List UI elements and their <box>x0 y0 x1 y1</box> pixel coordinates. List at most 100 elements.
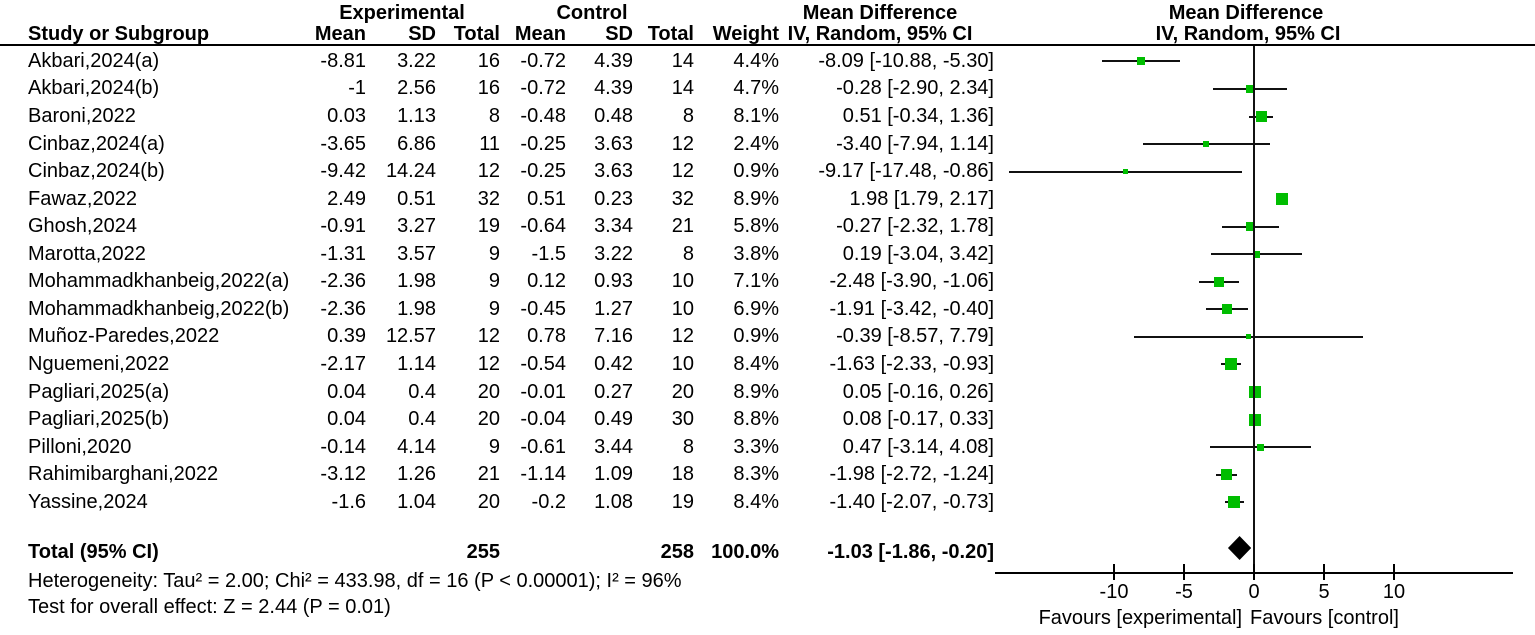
ci-text: 0.19 [-3.04, 3.42] <box>842 242 994 265</box>
mean-experimental: 0.03 <box>327 105 366 127</box>
sd-control: 3.34 <box>594 215 633 238</box>
ci-text: -0.27 [-2.32, 1.78] <box>836 215 994 238</box>
study-name: Muñoz-Paredes,2022 <box>28 325 220 348</box>
weight: 8.1% <box>733 105 779 127</box>
mean-experimental: -1.6 <box>331 490 366 513</box>
effect-square <box>1228 496 1241 509</box>
favours-control-label: Favours [control] <box>1250 607 1399 629</box>
sd-control: 3.63 <box>594 160 633 183</box>
n-experimental: 9 <box>488 435 500 458</box>
study-name: Akbari,2024(a) <box>28 49 160 72</box>
axis-tick-label: -5 <box>1175 581 1193 603</box>
n-experimental: 9 <box>488 270 500 293</box>
n-control: 14 <box>671 77 694 100</box>
n-experimental: 12 <box>477 325 500 348</box>
n-experimental: 21 <box>477 463 500 486</box>
mean-control: -1.14 <box>520 463 566 486</box>
ci-text: 0.51 [-0.34, 1.36] <box>842 105 994 127</box>
study-name: Rahimibarghani,2022 <box>28 463 219 486</box>
study-name: Mohammadkhanbeig,2022(a) <box>28 270 290 293</box>
sd-experimental: 1.13 <box>397 105 436 127</box>
ci-text: -1.40 [-2.07, -0.73] <box>829 490 994 513</box>
sd-experimental: 14.24 <box>385 160 436 183</box>
weight: 8.9% <box>733 380 779 403</box>
n-experimental: 16 <box>477 77 500 100</box>
n-control: 12 <box>671 160 694 183</box>
n-control: 18 <box>671 463 694 486</box>
mean-experimental: -3.65 <box>320 132 366 155</box>
mean-experimental: -2.17 <box>320 352 366 375</box>
ci-text: 1.98 [1.79, 2.17] <box>849 187 994 210</box>
column-header-total-control: Total <box>647 23 694 45</box>
mean-control: -0.45 <box>520 297 566 320</box>
forest-plot-area: -10 -5 0 5 10 Favours [experimental] Favours [… <box>995 46 1513 635</box>
sd-experimental: 0.4 <box>408 408 436 431</box>
weight: 3.3% <box>733 435 779 458</box>
n-experimental: 9 <box>488 242 500 265</box>
study-name: Akbari,2024(b) <box>28 77 160 100</box>
n-experimental: 16 <box>477 49 500 72</box>
study-name: Marotta,2022 <box>28 242 146 265</box>
sd-control: 0.23 <box>594 187 633 210</box>
effect-square <box>1246 334 1252 340</box>
mean-experimental: -3.12 <box>320 463 366 486</box>
effect-square <box>1123 169 1129 175</box>
effect-square <box>1257 443 1265 451</box>
sd-control: 0.27 <box>594 380 633 403</box>
mean-control: -0.72 <box>520 77 566 100</box>
study-name: Pagliari,2025(a) <box>28 380 170 403</box>
column-header-ci-plot: IV, Random, 95% CI <box>1155 23 1341 45</box>
sd-control: 0.49 <box>594 408 633 431</box>
ci-text: -1.63 [-2.33, -0.93] <box>829 352 994 375</box>
column-header-mean-experimental: Mean <box>314 23 366 45</box>
ci-text: -2.48 [-3.90, -1.06] <box>829 270 994 293</box>
mean-control: -0.01 <box>520 380 566 403</box>
study-name: Yassine,2024 <box>28 490 148 513</box>
sd-control: 3.22 <box>594 242 633 265</box>
mean-control: -0.2 <box>531 490 566 513</box>
effect-square <box>1275 193 1288 206</box>
axis-tick-label: 0 <box>1248 581 1260 603</box>
mean-experimental: -8.81 <box>320 49 366 72</box>
total-control-n: 258 <box>660 541 694 563</box>
n-control: 8 <box>682 105 694 127</box>
n-control: 12 <box>671 132 694 155</box>
effect-square <box>1255 111 1267 122</box>
n-control: 20 <box>671 380 694 403</box>
overall-effect-note: Test for overall effect: Z = 2.44 (P = 0… <box>28 596 391 618</box>
mean-control: -1.5 <box>531 242 566 265</box>
ci-text: 0.47 [-3.14, 4.08] <box>842 435 994 458</box>
column-group-experimental: Experimental <box>339 2 465 24</box>
sd-experimental: 0.51 <box>397 187 436 210</box>
n-control: 8 <box>682 242 694 265</box>
n-experimental: 19 <box>477 215 500 238</box>
mean-control: -0.54 <box>520 352 566 375</box>
sd-experimental: 1.98 <box>397 270 436 293</box>
mean-experimental: 0.04 <box>327 408 366 431</box>
axis-tick <box>1183 564 1185 580</box>
heterogeneity-note: Heterogeneity: Tau² = 2.00; Chi² = 433.9… <box>28 570 682 592</box>
mean-experimental: 2.49 <box>327 187 366 210</box>
n-control: 10 <box>671 297 694 320</box>
n-experimental: 11 <box>479 132 500 155</box>
n-experimental: 12 <box>477 160 500 183</box>
ci-text: 0.05 [-0.16, 0.26] <box>842 380 994 403</box>
effect-square <box>1136 57 1145 66</box>
n-control: 10 <box>671 352 694 375</box>
axis-tick <box>1253 564 1255 580</box>
ci-text: -3.40 [-7.94, 1.14] <box>836 132 994 155</box>
zero-line <box>1253 46 1255 573</box>
mean-control: -0.61 <box>520 435 566 458</box>
sd-experimental: 1.98 <box>397 297 436 320</box>
mean-experimental: -1.31 <box>320 242 366 265</box>
ci-text: -0.39 [-8.57, 7.79] <box>836 325 994 348</box>
study-name: Fawaz,2022 <box>28 187 137 210</box>
sd-experimental: 3.57 <box>397 242 436 265</box>
sd-experimental: 1.04 <box>397 490 436 513</box>
sd-experimental: 0.4 <box>408 380 436 403</box>
study-name: Ghosh,2024 <box>28 215 137 238</box>
study-name: Cinbaz,2024(b) <box>28 160 165 183</box>
mean-experimental: 0.04 <box>327 380 366 403</box>
column-header-mean-control: Mean <box>514 23 566 45</box>
